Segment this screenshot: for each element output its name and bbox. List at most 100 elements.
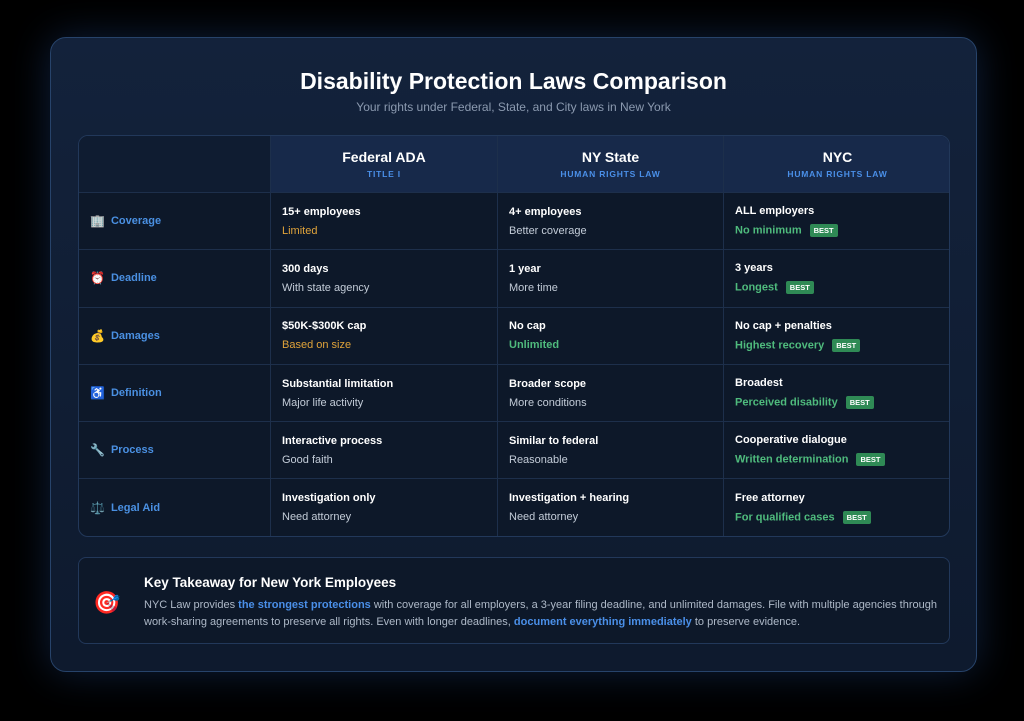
key-takeaway-box: 🎯 Key Takeaway for New York Employees NY… [78, 557, 950, 644]
cell-sub: Perceived disability BEST [735, 396, 940, 410]
page-subtitle: Your rights under Federal, State, and Ci… [356, 100, 671, 114]
table-cell: $50K-$300K cap Based on size [270, 307, 497, 364]
text: to preserve evidence. [691, 616, 801, 628]
cell-main: No cap [509, 320, 546, 333]
column-name: Federal ADA [342, 149, 426, 165]
cell-main: $50K-$300K cap [282, 320, 367, 333]
row-label: 🏢 Coverage [79, 193, 270, 249]
cell-sub-text: Written determination [735, 453, 849, 466]
cell-sub: Longest BEST [735, 281, 940, 295]
cell-sub-text: Perceived disability [735, 396, 838, 409]
cell-sub: For qualified cases BEST [735, 510, 940, 524]
column-city: NYC HUMAN RIGHTS LAW [723, 136, 949, 192]
cell-main: No cap + penalties [735, 319, 832, 332]
cell-sub-text: Longest [735, 281, 778, 294]
row-label-text: Definition [110, 387, 162, 400]
table-cell: Substantial limitation Major life activit… [270, 364, 497, 422]
column-name: NYC [822, 149, 853, 165]
table-row: ⏰ Deadline 300 days With state agency 1 year… [79, 249, 949, 307]
row-label: ⏰ Deadline [79, 250, 270, 306]
cell-main: Interactive process [282, 434, 383, 447]
cell-main: Free attorney [735, 491, 805, 504]
cell-sub-text: For qualified cases [735, 511, 835, 524]
table-row: 🔧 Process Interactive process Good faith Sim… [79, 421, 949, 479]
column-name: NY State [581, 149, 640, 165]
table-cell: Investigation only Need attorney [270, 479, 497, 536]
cell-sub-text: Based on size [282, 339, 352, 352]
row-label: ♿ Definition [79, 365, 270, 421]
cell-sub: More conditions [509, 397, 712, 409]
row-label-text: Coverage [110, 215, 162, 228]
cell-sub: With state agency [282, 282, 486, 294]
cell-main: Broadest [735, 377, 783, 390]
best-badge: BEST [785, 281, 814, 295]
alarm-clock-icon: ⏰ [90, 271, 105, 286]
table-cell: Similar to federal Reasonable [497, 422, 723, 479]
cell-sub-text: More conditions [509, 396, 587, 409]
table-header: Federal ADA TITLE I NY State HUMAN RIGHTS … [79, 136, 949, 192]
scales-icon: ⚖️ [90, 500, 105, 515]
wrench-icon: 🔧 [90, 443, 105, 458]
cell-main: 3 years [735, 262, 773, 275]
table-cell: 300 days With state agency [270, 250, 497, 307]
table-cell: Cooperative dialogue Written determinatio… [723, 422, 949, 479]
text: with coverage for all employers, a 3-yea… [144, 599, 937, 628]
table-cell: No cap + penalties Highest recovery BEST [723, 307, 949, 364]
table-cell: 3 years Longest BEST [723, 250, 949, 307]
table-row: ⚖️ Legal Aid Investigation only Need attorn… [79, 478, 949, 536]
cell-main: Cooperative dialogue [735, 434, 847, 447]
table-cell: 4+ employees Better coverage [497, 193, 723, 250]
building-icon: 🏢 [90, 214, 105, 229]
cell-sub-text: Good faith [282, 453, 333, 466]
cell-sub-text: Reasonable [509, 453, 568, 466]
cell-sub: Unlimited [509, 339, 712, 351]
best-badge: BEST [845, 396, 874, 410]
row-label: 💰 Damages [79, 308, 270, 364]
money-bag-icon: 💰 [90, 328, 105, 343]
table-cell: ALL employers No minimum BEST [723, 193, 949, 250]
cell-main: 4+ employees [509, 205, 582, 218]
cell-sub: No minimum BEST [735, 224, 940, 238]
row-label-text: Damages [110, 329, 160, 342]
cell-sub: Highest recovery BEST [735, 338, 940, 352]
row-label: ⚖️ Legal Aid [79, 479, 270, 535]
table-cell: Broadest Perceived disability BEST [723, 364, 949, 422]
cell-sub-text: With state agency [282, 281, 370, 294]
cell-main: Investigation only [282, 492, 376, 505]
target-icon: 🎯 [93, 590, 121, 615]
cell-sub: Good faith [282, 454, 486, 466]
comparison-table: Federal ADA TITLE I NY State HUMAN RIGHTS … [78, 135, 950, 537]
takeaway-text: NYC Law provides the strongest protectio… [144, 597, 944, 631]
cell-sub-text: No minimum [735, 224, 802, 237]
column-subtitle: HUMAN RIGHTS LAW [787, 169, 888, 179]
best-badge: BEST [856, 453, 885, 467]
column-state: NY State HUMAN RIGHTS LAW [497, 136, 723, 192]
cell-main: Broader scope [509, 377, 587, 390]
cell-sub: Reasonable [509, 454, 712, 466]
best-badge: BEST [809, 224, 838, 238]
text: NYC Law provides [144, 599, 239, 611]
cell-sub-text: Highest recovery [735, 339, 825, 352]
cell-sub: More time [509, 282, 712, 294]
cell-sub: Need attorney [509, 511, 712, 523]
table-row: 🏢 Coverage 15+ employees Limited 4+ employee… [79, 192, 949, 250]
table-cell: No cap Unlimited [497, 307, 723, 364]
cell-main: Investigation + hearing [509, 492, 630, 505]
table-cell: Investigation + hearing Need attorney [497, 479, 723, 536]
table-cell: Free attorney For qualified cases BEST [723, 479, 949, 536]
cell-main: ALL employers [735, 205, 815, 218]
column-subtitle: HUMAN RIGHTS LAW [560, 169, 661, 179]
comparison-card: Disability Protection Laws Comparison Yo… [50, 37, 977, 672]
column-subtitle: TITLE I [367, 169, 401, 179]
takeaway-title: Key Takeaway for New York Employees [144, 575, 397, 590]
cell-sub-text: More time [509, 281, 558, 294]
cell-sub: Based on size [282, 339, 486, 351]
row-label-text: Legal Aid [110, 501, 161, 514]
cell-sub-text: Need attorney [282, 511, 352, 524]
cell-sub: Need attorney [282, 511, 486, 523]
table-row: ♿ Definition Substantial limitation Major l… [79, 363, 949, 422]
row-label: 🔧 Process [79, 422, 270, 478]
cell-sub: Written determination BEST [735, 453, 940, 467]
header-empty-cell [79, 136, 270, 192]
table-row: 💰 Damages $50K-$300K cap Based on size No ca… [79, 306, 949, 364]
